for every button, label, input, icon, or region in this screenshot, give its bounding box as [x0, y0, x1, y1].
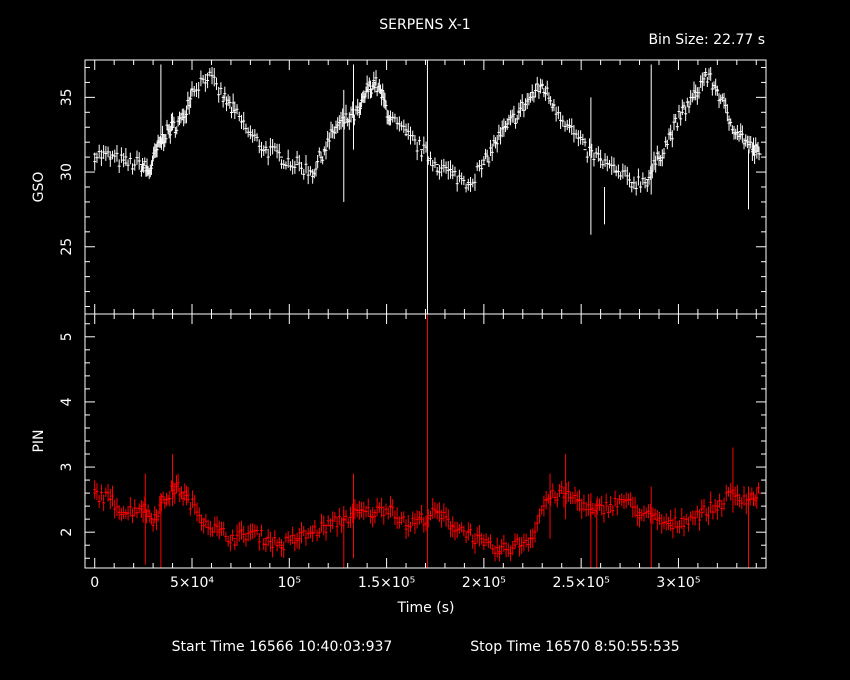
stop-time-label: Stop Time 16570 8:50:55:535	[470, 639, 679, 655]
x-tick-label: 1.5×10⁵	[358, 575, 415, 591]
x-tick-label: 10⁵	[278, 575, 301, 591]
bin-size-label: Bin Size: 22.77 s	[648, 32, 765, 48]
x-tick-label: 0	[90, 575, 99, 591]
x-tick-label: 2×10⁵	[462, 575, 506, 591]
y-tick-label: 2	[59, 528, 75, 537]
x-tick-label: 3×10⁵	[656, 575, 700, 591]
y-tick-label: 3	[59, 463, 75, 472]
start-time-label: Start Time 16566 10:40:03:937	[172, 639, 393, 655]
axes-layer: 25 30 35 2 3 4 5 0 5×10⁴ 10⁵ 1.5×10⁵ 2×10⁵ 2.5×10⁵ 3×…	[59, 59, 767, 591]
y-tick-label: 35	[59, 88, 75, 106]
x-tick-label: 2.5×10⁵	[552, 575, 609, 591]
y-tick-label: 4	[59, 397, 75, 406]
y-tick-label: 25	[59, 238, 75, 256]
y-axis-label-gso: GSO	[31, 172, 47, 203]
y-tick-label: 5	[59, 332, 75, 341]
data-layer	[93, 60, 762, 568]
y-axis-label-pin: PIN	[31, 429, 47, 452]
y-tick-label: 30	[59, 163, 75, 181]
x-tick-label: 5×10⁴	[170, 575, 214, 591]
x-axis-label: Time (s)	[397, 600, 455, 616]
chart-title: SERPENS X-1	[379, 17, 470, 33]
